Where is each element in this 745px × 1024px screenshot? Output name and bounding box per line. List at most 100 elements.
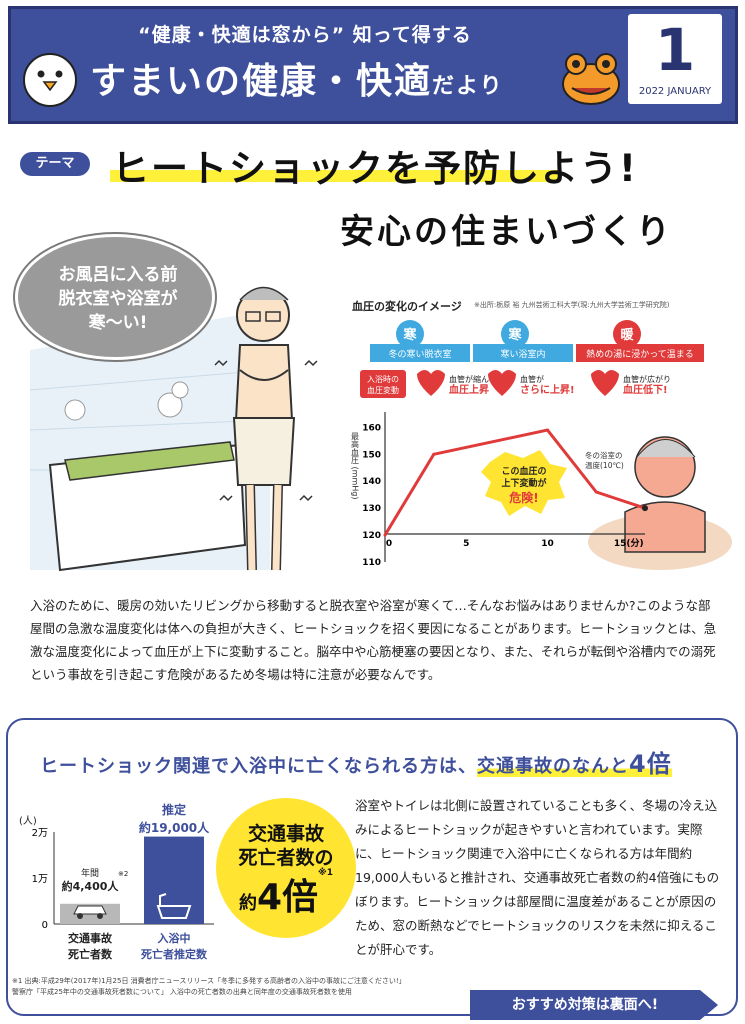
bar1-label-2: 死亡者数 bbox=[68, 947, 113, 961]
speech-bubble: お風呂に入る前 脱衣室や浴室が 寒〜い! bbox=[15, 234, 215, 360]
bp-onset-label-2: 血圧変動 bbox=[367, 385, 399, 395]
bubble-line-1: お風呂に入る前 bbox=[58, 265, 178, 285]
bp-x-tick-label: 0 bbox=[386, 539, 392, 549]
title-highlight bbox=[110, 170, 560, 182]
bp-step-1: 寒 冬の寒い脱衣室 bbox=[370, 320, 470, 362]
heart-icon bbox=[488, 370, 516, 396]
circle-note: ※1 bbox=[318, 868, 334, 878]
bar2-label-2: 死亡者推定数 bbox=[141, 947, 208, 961]
bp-step-2: 寒 寒い浴室内 bbox=[473, 320, 573, 362]
header-title: すまいの健康・快適だより bbox=[90, 52, 504, 104]
issue-box: 1 2022 JANUARY bbox=[628, 14, 722, 104]
frog-mascot-icon bbox=[562, 53, 620, 105]
bar1-top-2: 約4,400人 bbox=[62, 879, 120, 893]
death-comparison-chart: (人) 2万 1万 0 年間 ※2 約4,400人 推定 約19,000人 交通事故… bbox=[19, 802, 214, 961]
issue-date: 2022 JANUARY bbox=[638, 86, 712, 97]
bar2-top-1: 推定 bbox=[162, 802, 186, 817]
bp-event-3-line1: 血管が広がり bbox=[623, 374, 671, 384]
bp-event-2: 血管が さらに上昇! bbox=[488, 370, 575, 396]
bp-onset-label-1: 入浴時の bbox=[367, 374, 399, 384]
bar2-label-1: 入浴中 bbox=[158, 931, 191, 945]
see-back-button[interactable]: おすすめ対策は裏面へ! bbox=[470, 990, 700, 1020]
circle-line-1: 交通事故 bbox=[247, 823, 324, 845]
danger-line-2: 上下変動が bbox=[501, 477, 547, 489]
danger-line-3: 危険! bbox=[508, 490, 538, 505]
main-title: ヒートショックを予防しよう! bbox=[112, 147, 638, 190]
bp-step-1-badge: 寒 bbox=[402, 327, 417, 343]
bubble-line-3: 寒〜い! bbox=[88, 313, 148, 333]
bp-y-tick-label: 140 bbox=[362, 477, 381, 487]
bp-step-2-label: 寒い浴室内 bbox=[500, 348, 545, 360]
arrow-right-icon bbox=[700, 990, 718, 1020]
danger-line-1: この血圧の bbox=[501, 465, 546, 477]
bathtub-icon bbox=[156, 893, 192, 919]
temp-note-1: 冬の浴室の bbox=[585, 450, 623, 460]
bp-chart-title: 血圧の変化のイメージ bbox=[352, 300, 462, 313]
bar-y-tick-label: 1万 bbox=[32, 874, 48, 885]
bathing-man-illustration bbox=[588, 436, 732, 570]
circle-line-2: 死亡者数の bbox=[238, 847, 334, 869]
header-title-main: すまいの健康・快適 bbox=[90, 61, 433, 102]
bp-y-tick-label: 110 bbox=[362, 558, 381, 568]
speech-bubble-text: お風呂に入る前 脱衣室や浴室が 寒〜い! bbox=[38, 263, 198, 335]
footnotes: ※1 出典:平成29年(2017年)1月25日 消費者庁ニュースリリース「冬季に… bbox=[12, 976, 482, 998]
bp-x-tick-label: 10 bbox=[541, 539, 554, 549]
comparison-heading: ヒートショック関連で入浴中に亡くなられる方は、交通事故のなんと4倍 bbox=[40, 744, 672, 779]
four-times-text: 交通事故 死亡者数の bbox=[216, 822, 356, 870]
comparison-heading-num: 4倍 bbox=[629, 750, 672, 778]
bar1-note: ※2 bbox=[118, 870, 128, 878]
comparison-paragraph: 浴室やトイレは北側に設置されていることも多く、冬場の冷え込みによるヒートショック… bbox=[355, 798, 720, 957]
four-times-value: 約4倍※1 bbox=[216, 868, 356, 920]
header-title-suffix: だより bbox=[432, 74, 504, 99]
bp-chart-source: ※出所:栃原 裕 九州芸術工科大学(現:九州大学芸術工学研究院) bbox=[474, 301, 670, 309]
bp-step-3: 暖 熱めの湯に浸かって温まる bbox=[576, 320, 704, 362]
bp-y-tick-label: 130 bbox=[362, 504, 381, 514]
four-times-circle bbox=[216, 798, 356, 938]
bp-data-point bbox=[642, 505, 648, 512]
bp-step-3-label: 熱めの湯に浸かって温まる bbox=[586, 348, 694, 360]
bp-data-point bbox=[546, 428, 549, 432]
bar1-top-1: 年間 bbox=[81, 867, 99, 879]
bar-y-tick-label: 2万 bbox=[32, 828, 48, 839]
bp-step-2-badge: 寒 bbox=[507, 327, 522, 343]
theme-tag: テーマ bbox=[20, 152, 90, 176]
bp-y-tick-label: 160 bbox=[362, 423, 381, 433]
bp-y-tick-label: 120 bbox=[362, 531, 381, 541]
bathroom-illustration bbox=[29, 286, 318, 572]
bp-data-point bbox=[383, 533, 387, 537]
bubble-line-2: 脱衣室や浴室が bbox=[58, 289, 178, 309]
comparison-heading-b: 交通事故のなんと bbox=[477, 756, 629, 777]
bp-step-1-label: 冬の寒い脱衣室 bbox=[388, 348, 451, 360]
bp-event-1-line2: 血圧上昇 bbox=[449, 383, 489, 396]
bp-data-point bbox=[432, 452, 436, 456]
bar-bath-deaths bbox=[144, 836, 204, 924]
footnote-2: 警察庁「平成25年中の交通事故死者数について」 入浴中の死亡者数の出典と同年度の… bbox=[12, 988, 352, 996]
bp-event-3: 血管が広がり 血圧低下! bbox=[591, 370, 671, 396]
bp-event-3-line2: 血圧低下! bbox=[623, 383, 668, 396]
bp-event-2-line1: 血管が bbox=[520, 374, 544, 384]
bp-event-2-line2: さらに上昇! bbox=[520, 383, 575, 396]
bp-y-label: 最高血圧 (mmHg) bbox=[351, 432, 360, 499]
bp-event-1-line1: 血管が縮んで bbox=[449, 374, 497, 384]
comparison-heading-a: ヒートショック関連で入浴中に亡くなられる方は、 bbox=[40, 756, 477, 777]
danger-burst: この血圧の 上下変動が 危険! bbox=[481, 450, 567, 516]
issue-number: 1 bbox=[654, 16, 696, 84]
bp-y-tick-label: 150 bbox=[362, 450, 381, 460]
bp-x-tick-label: 5 bbox=[463, 539, 469, 549]
bp-chart: 寒 冬の寒い脱衣室 寒 寒い浴室内 暖 熱めの湯に浸かって温まる 入浴時の 血圧… bbox=[351, 320, 732, 570]
comparison-section bbox=[6, 718, 738, 1016]
bp-onset-badge bbox=[360, 370, 406, 398]
car-icon bbox=[73, 905, 107, 919]
bp-data-point bbox=[594, 490, 598, 494]
chick-mascot-icon bbox=[23, 53, 77, 107]
heart-icon bbox=[591, 370, 619, 396]
bar2-top-2: 約19,000人 bbox=[139, 820, 210, 835]
bp-step-3-badge: 暖 bbox=[620, 327, 634, 343]
bp-x-tick-label: 15(分) bbox=[614, 537, 644, 549]
circle-big: 4倍 bbox=[256, 877, 319, 918]
bar-unit-label: (人) bbox=[19, 815, 37, 827]
circle-yaku: 約 bbox=[238, 893, 257, 914]
bar-y-tick-label: 0 bbox=[42, 920, 48, 931]
bar1-label-1: 交通事故 bbox=[68, 931, 113, 945]
footnote-1: ※1 出典:平成29年(2017年)1月25日 消費者庁ニュースリリース「冬季に… bbox=[12, 977, 406, 985]
